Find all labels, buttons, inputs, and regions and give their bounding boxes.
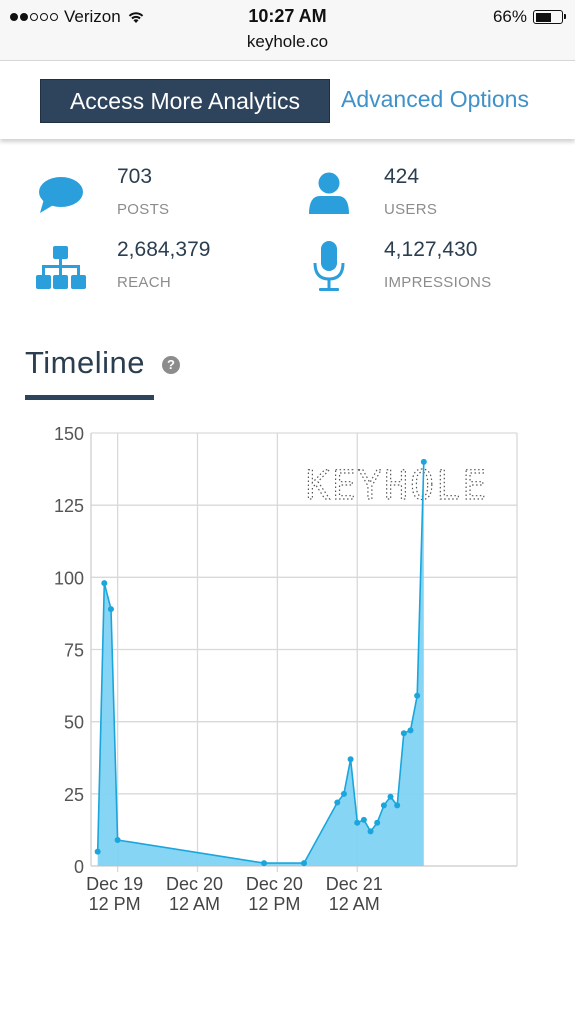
timeline-underline <box>25 395 154 400</box>
series-line <box>96 461 425 864</box>
stat-reach: 2,684,379 REACH <box>0 233 290 303</box>
y-tick-label: 0 <box>74 857 84 877</box>
x-tick-label: Dec 19 <box>86 874 143 894</box>
url-bar[interactable]: keyhole.co <box>246 32 329 51</box>
battery-level <box>535 12 552 22</box>
data-point <box>380 802 387 809</box>
signal-dot <box>30 13 38 21</box>
impressions-label: IMPRESSIONS <box>384 274 492 291</box>
impressions-value: 4,127,430 <box>384 238 478 261</box>
battery-percent: 66% <box>492 7 527 26</box>
posts-value: 703 <box>117 165 153 188</box>
advanced-options-link[interactable]: Advanced Options <box>341 86 529 112</box>
x-tick-label-time: 12 PM <box>248 894 300 914</box>
x-tick-label-time: 12 AM <box>329 894 380 914</box>
x-tick-label-time: 12 PM <box>89 894 141 914</box>
signal-dot <box>50 13 58 21</box>
data-point <box>354 819 361 826</box>
y-tick-label: 100 <box>54 568 84 588</box>
data-point <box>94 848 101 855</box>
y-tick-label: 25 <box>64 785 84 805</box>
stat-impressions: 4,127,430 IMPRESSIONS <box>290 233 575 303</box>
x-tick-label: Dec 20 <box>166 874 223 894</box>
series-area <box>97 461 424 866</box>
data-point <box>114 837 121 844</box>
signal-strength-icon <box>10 13 58 21</box>
carrier-name: Verizon <box>64 7 121 26</box>
data-point <box>394 802 401 809</box>
keyhole-watermark: KEYHOLE <box>306 463 489 509</box>
reach-value: 2,684,379 <box>117 238 211 261</box>
data-point <box>107 606 114 613</box>
timeline-title: Timeline <box>25 345 145 380</box>
data-point <box>400 730 407 737</box>
data-point <box>414 692 421 699</box>
sitemap-icon <box>36 246 86 289</box>
data-point <box>101 580 108 587</box>
user-icon <box>309 172 349 214</box>
status-bar: Verizon 10:27 AM 66% keyhole.co <box>0 0 575 61</box>
posts-label: POSTS <box>117 201 170 218</box>
signal-dot <box>40 13 48 21</box>
status-right: 66% <box>492 7 566 27</box>
access-more-analytics-button[interactable]: Access More Analytics <box>40 79 330 123</box>
reach-label: REACH <box>117 274 172 291</box>
help-icon[interactable]: ? <box>162 356 180 374</box>
data-point <box>360 816 367 823</box>
data-point <box>347 756 354 763</box>
microphone-icon <box>313 241 345 291</box>
y-tick-label: 50 <box>64 713 84 733</box>
data-point <box>334 799 341 806</box>
y-tick-label: 125 <box>54 496 84 516</box>
data-point <box>367 828 374 835</box>
status-left: Verizon <box>10 7 145 27</box>
signal-dot <box>10 13 18 21</box>
status-time: 10:27 AM <box>248 6 327 26</box>
y-tick-label: 150 <box>54 424 84 444</box>
stat-users: 424 USERS <box>290 160 575 230</box>
battery-icon <box>533 10 566 24</box>
x-tick-label-time: 12 AM <box>169 894 220 914</box>
data-point <box>420 458 427 465</box>
data-point <box>261 860 268 867</box>
page-header: Access More Analytics Advanced Options <box>0 61 575 139</box>
signal-dot <box>20 13 28 21</box>
y-tick-label: 75 <box>64 641 84 661</box>
data-point <box>301 860 307 867</box>
data-point <box>407 727 414 734</box>
wifi-icon <box>128 12 143 23</box>
data-point <box>340 790 347 797</box>
x-tick-label: Dec 21 <box>326 874 383 894</box>
speech-bubble-icon <box>39 177 83 213</box>
users-label: USERS <box>384 201 438 218</box>
stat-posts: 703 POSTS <box>0 160 290 230</box>
x-tick-label: Dec 20 <box>246 874 303 894</box>
users-value: 424 <box>384 165 420 188</box>
data-point <box>374 819 381 826</box>
data-point <box>387 793 394 800</box>
